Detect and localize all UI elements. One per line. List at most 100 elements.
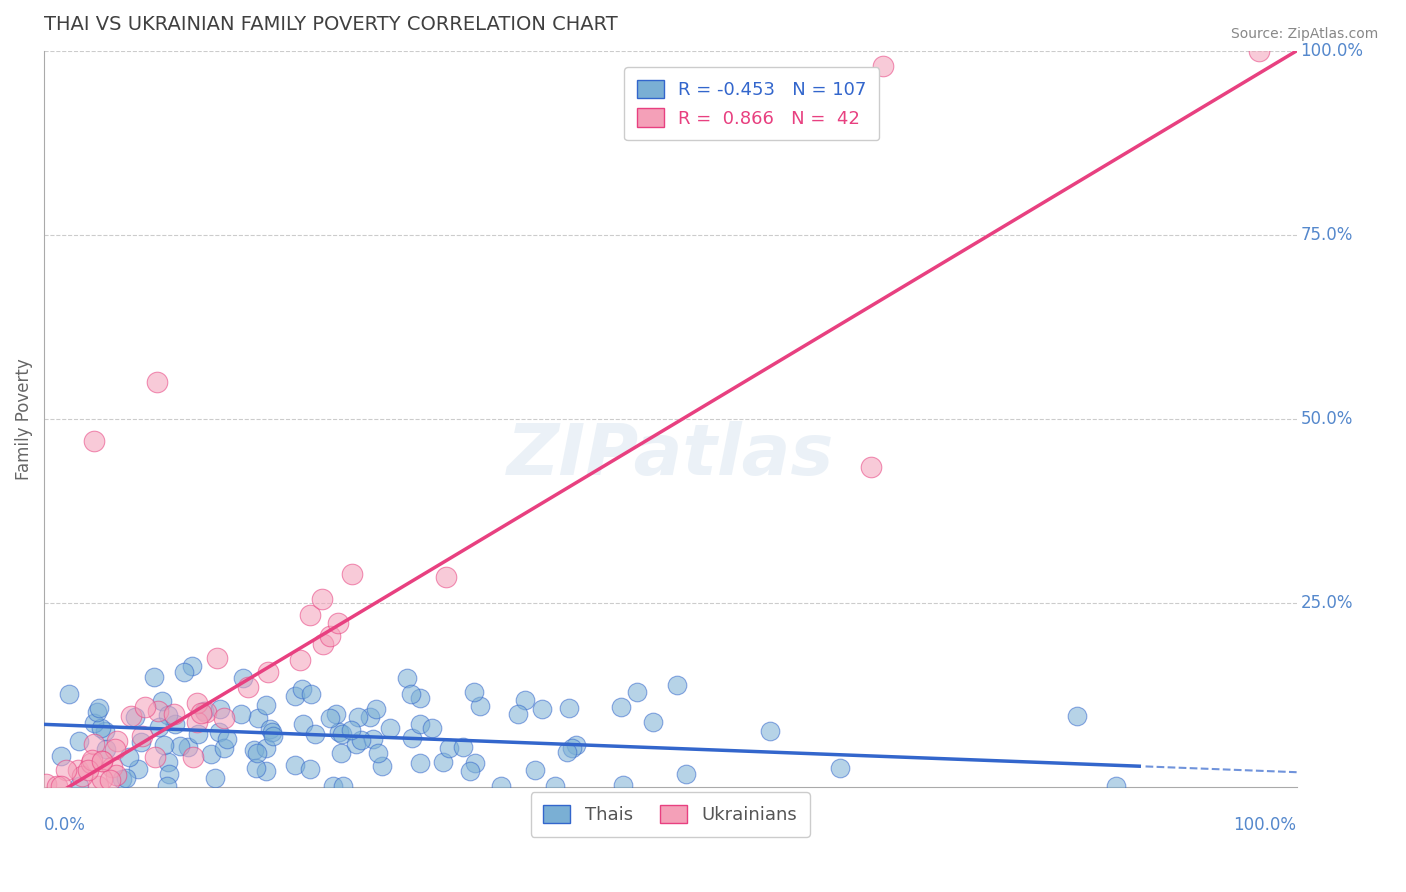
Point (245, 761, 267, 775)
Point (420, 721, 443, 735)
Point (246, 746, 269, 760)
Point (124, 710, 146, 724)
Point (103, 742, 125, 756)
Point (89, 701, 111, 715)
Point (156, 707, 179, 722)
Point (96, 742, 118, 756)
Point (232, 671, 254, 685)
Point (463, 685, 485, 699)
Point (67, 779, 90, 793)
Point (326, 615, 349, 630)
Point (157, 755, 180, 769)
Point (409, 756, 432, 770)
Y-axis label: Family Poverty: Family Poverty (15, 358, 32, 480)
Point (181, 750, 204, 764)
Point (70, 769, 93, 783)
Point (330, 747, 353, 761)
Point (91, 754, 114, 768)
Point (366, 702, 388, 716)
Point (298, 762, 321, 776)
Point (51, 749, 73, 764)
Point (229, 706, 252, 721)
Point (256, 764, 278, 779)
Point (83, 434, 105, 448)
Point (350, 732, 373, 747)
Point (91, 754, 114, 768)
Point (190, 706, 212, 720)
Point (401, 731, 423, 745)
Point (259, 722, 281, 736)
Point (76, 763, 98, 777)
Point (318, 630, 340, 644)
Point (346, 709, 368, 723)
Point (129, 735, 152, 749)
Point (187, 726, 209, 740)
Point (207, 651, 229, 665)
Point (200, 747, 222, 761)
Point (262, 729, 284, 743)
Point (49, 779, 72, 793)
Point (153, 738, 176, 752)
Point (111, 772, 134, 786)
Point (180, 658, 202, 673)
Point (146, 375, 169, 389)
Point (127, 762, 149, 776)
Text: THAI VS UKRAINIAN FAMILY POVERTY CORRELATION CHART: THAI VS UKRAINIAN FAMILY POVERTY CORRELA… (44, 15, 617, 34)
Point (243, 743, 266, 757)
Point (66, 764, 89, 778)
Point (120, 708, 142, 723)
Point (544, 779, 567, 793)
Point (284, 758, 307, 772)
Point (118, 749, 141, 764)
Point (399, 687, 422, 701)
Point (195, 705, 218, 719)
Point (186, 696, 208, 710)
Point (524, 763, 547, 777)
Point (332, 779, 354, 793)
Point (55, 764, 77, 778)
Point (246, 711, 269, 725)
Point (641, 714, 664, 729)
Point (156, 779, 179, 793)
Point (193, 705, 215, 719)
Point (565, 738, 588, 752)
Point (114, 771, 136, 785)
Point (610, 699, 633, 714)
Point (437, 740, 460, 755)
Point (451, 739, 474, 754)
Point (557, 746, 579, 760)
Point (207, 725, 229, 739)
Point (146, 704, 169, 718)
Point (35, 777, 58, 791)
Point (288, 653, 311, 667)
Point (90, 722, 112, 736)
Point (290, 681, 312, 696)
Point (531, 701, 554, 715)
Point (150, 693, 173, 707)
Text: 75.0%: 75.0% (1301, 226, 1353, 244)
Point (217, 731, 239, 746)
Point (513, 693, 536, 707)
Point (872, 58, 894, 72)
Point (332, 727, 354, 741)
Point (395, 671, 418, 685)
Point (82, 753, 104, 767)
Point (470, 699, 492, 714)
Point (342, 566, 364, 581)
Point (254, 741, 277, 756)
Point (157, 767, 180, 781)
Point (626, 685, 648, 699)
Point (328, 725, 350, 739)
Point (256, 665, 278, 680)
Text: 100.0%: 100.0% (1301, 42, 1364, 60)
Point (1247, 44, 1270, 58)
Point (370, 758, 392, 772)
Text: 25.0%: 25.0% (1301, 594, 1353, 612)
Point (380, 721, 402, 735)
Point (359, 709, 381, 723)
Point (612, 778, 634, 792)
Point (409, 716, 432, 731)
Point (311, 592, 333, 607)
Point (214, 711, 236, 725)
Point (105, 768, 128, 782)
